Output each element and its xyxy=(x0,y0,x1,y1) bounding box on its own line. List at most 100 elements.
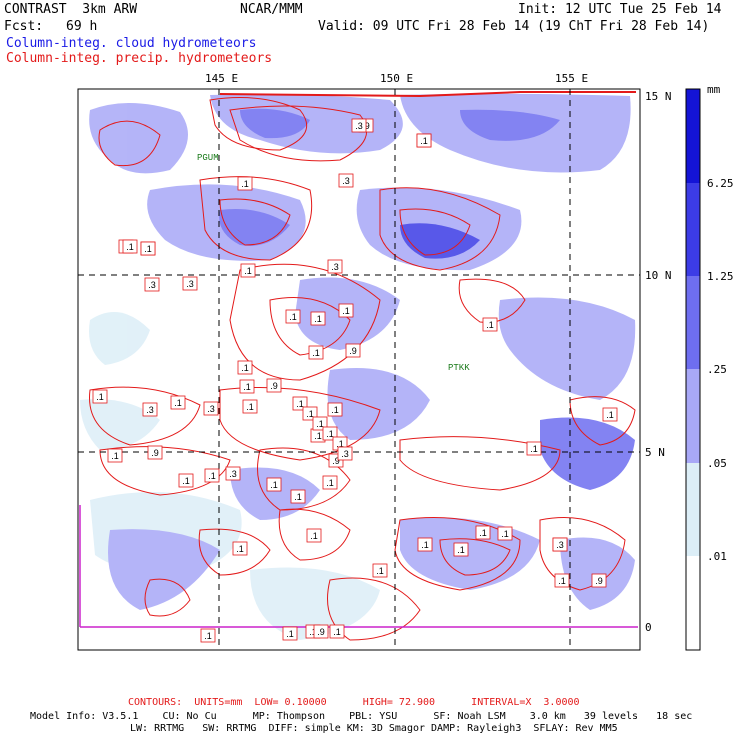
svg-text:.9: .9 xyxy=(349,346,357,356)
contour-value-label: .1 xyxy=(237,360,253,375)
svg-text:.1: .1 xyxy=(270,480,278,490)
valid-time: Valid: 09 UTC Fri 28 Feb 14 (19 ChT Fri … xyxy=(318,19,710,34)
contour-value-label: .1 xyxy=(372,563,388,578)
svg-text:.3: .3 xyxy=(148,280,156,290)
contour-value-label: .3 xyxy=(142,402,158,417)
contour-value-label: .1 xyxy=(554,573,570,588)
legend-precip: Column-integ. precip. hydrometeors xyxy=(6,51,273,66)
contour-labels: .1.1.3.3.1.3.1.3.1.9.1.1.3.1.9.1.1.3.1.1… xyxy=(92,118,618,643)
svg-text:.1: .1 xyxy=(244,266,252,276)
contour-value-label: .3 xyxy=(337,446,353,461)
contour-value-label: .1 xyxy=(453,542,469,557)
svg-text:.1: .1 xyxy=(314,431,322,441)
svg-text:.1: .1 xyxy=(501,529,509,539)
svg-text:.1: .1 xyxy=(326,429,334,439)
svg-text:.1: .1 xyxy=(246,402,254,412)
contour-value-label: .1 xyxy=(602,407,618,422)
station-label-ptkk: PTKK xyxy=(448,363,470,373)
graticule xyxy=(78,89,640,650)
svg-text:.1: .1 xyxy=(420,136,428,146)
svg-text:.1: .1 xyxy=(309,627,317,637)
svg-text:.1: .1 xyxy=(530,444,538,454)
svg-text:.1: .1 xyxy=(342,306,350,316)
svg-text:.3: .3 xyxy=(146,405,154,415)
svg-text:.9: .9 xyxy=(317,627,325,637)
svg-text:.1: .1 xyxy=(241,179,249,189)
contour-info: CONTOURS: UNITS=mm LOW= 0.10000 HIGH= 72… xyxy=(128,697,580,708)
lat-label-5n: 5 N xyxy=(645,446,665,459)
init-time: Init: 12 UTC Tue 25 Feb 14 xyxy=(518,2,722,17)
contour-value-label: .1 xyxy=(204,468,220,483)
model-info-line2: LW: RRTMG SW: RRTMG DIFF: simple KM: 3D … xyxy=(130,723,618,734)
colorbar-tick: 6.25 xyxy=(707,177,734,190)
contour-value-label: .1 xyxy=(327,402,343,417)
svg-text:.3: .3 xyxy=(207,404,215,414)
svg-text:.1: .1 xyxy=(96,392,104,402)
colorbar-swatch xyxy=(686,89,700,183)
contour-value-label: .9 xyxy=(345,343,361,358)
svg-text:.1: .1 xyxy=(310,531,318,541)
contour-value-label: .3 xyxy=(144,277,160,292)
svg-text:.1: .1 xyxy=(316,419,324,429)
svg-text:.3: .3 xyxy=(556,540,564,550)
contour-value-label: .1 xyxy=(526,441,542,456)
svg-text:.1: .1 xyxy=(331,405,339,415)
svg-text:.3: .3 xyxy=(355,121,363,131)
contour-value-label: .1 xyxy=(239,379,255,394)
svg-text:.1: .1 xyxy=(208,471,216,481)
svg-text:.1: .1 xyxy=(289,312,297,322)
contour-value-label: .1 xyxy=(266,477,282,492)
top-boundary-line xyxy=(219,91,636,98)
contour-value-label: .1 xyxy=(170,395,186,410)
contour-value-label: .1 xyxy=(329,624,345,639)
contour-value-label: .1 xyxy=(338,303,354,318)
legend-cloud: Column-integ. cloud hydrometeors xyxy=(6,36,257,51)
contour-value-label: .3 xyxy=(203,401,219,416)
svg-text:.1: .1 xyxy=(111,451,119,461)
station-markers: PGUM PTKK xyxy=(197,153,470,373)
svg-text:.1: .1 xyxy=(333,627,341,637)
contour-value-label: .9 xyxy=(313,624,329,639)
svg-text:.9: .9 xyxy=(270,381,278,391)
colorbar-unit: mm xyxy=(707,83,721,96)
contour-value-label: .1 xyxy=(308,345,324,360)
contour-value-label: .3 xyxy=(338,173,354,188)
svg-text:.1: .1 xyxy=(376,566,384,576)
svg-text:.9: .9 xyxy=(332,456,340,466)
lon-label-155e: 155 E xyxy=(555,72,588,85)
svg-text:.1: .1 xyxy=(174,398,182,408)
organization: NCAR/MMM xyxy=(240,2,303,17)
contour-value-label: .3 xyxy=(225,466,241,481)
svg-text:.1: .1 xyxy=(421,540,429,550)
contour-value-label: .1 xyxy=(237,176,253,191)
colorbar-tick: .25 xyxy=(707,363,727,376)
contour-value-label: .1 xyxy=(140,241,156,256)
svg-text:.1: .1 xyxy=(336,439,344,449)
svg-text:.1: .1 xyxy=(182,476,190,486)
forecast-label: Fcst: xyxy=(4,19,44,34)
lon-label-145e: 145 E xyxy=(205,72,238,85)
svg-text:.1: .1 xyxy=(296,399,304,409)
svg-text:.1: .1 xyxy=(286,629,294,639)
contour-value-label: .3 xyxy=(327,259,343,274)
svg-text:.1: .1 xyxy=(243,382,251,392)
contour-value-label: .1 xyxy=(322,475,338,490)
contour-value-label: .1 xyxy=(232,541,248,556)
svg-text:.1: .1 xyxy=(306,409,314,419)
svg-text:.1: .1 xyxy=(457,545,465,555)
contour-value-label: .1 xyxy=(290,489,306,504)
contour-value-label: .1 xyxy=(107,448,123,463)
svg-text:.3: .3 xyxy=(341,449,349,459)
contour-value-label: .1 xyxy=(417,537,433,552)
colorbar-tick: 1.25 xyxy=(707,270,734,283)
svg-text:.1: .1 xyxy=(558,576,566,586)
colorbar-tick: .05 xyxy=(707,457,727,470)
colorbar-swatch xyxy=(686,369,700,463)
svg-text:.1: .1 xyxy=(314,314,322,324)
lat-label-0: 0 xyxy=(645,621,652,634)
svg-text:.1: .1 xyxy=(144,244,152,254)
lat-label-15n: 15 N xyxy=(645,90,672,103)
colorbar-swatch xyxy=(686,276,700,369)
svg-text:.1: .1 xyxy=(312,348,320,358)
